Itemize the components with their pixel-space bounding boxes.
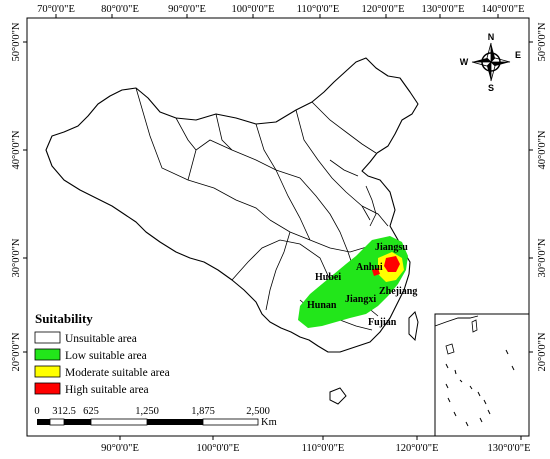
compass-west-label: W	[460, 57, 469, 67]
left-tick-label: 30°0'0"N	[11, 238, 22, 277]
top-tick-label: 100°0'0"E	[231, 4, 274, 15]
top-tick-label: 80°0'0"E	[101, 4, 139, 15]
left-tick-label: 40°0'0"N	[11, 130, 22, 169]
legend-label-unsuitable: Unsuitable area	[65, 333, 137, 345]
bottom-tick-label: 110°0'0"E	[302, 443, 345, 454]
frame-ticks	[23, 14, 533, 440]
compass-north-label: N	[488, 32, 495, 42]
province-label-zhejiang: Zhejiang	[379, 286, 417, 297]
left-tick-label: 20°0'0"N	[11, 332, 22, 371]
legend-label-low: Low suitable area	[65, 350, 147, 362]
low-suitable-patch	[330, 270, 348, 290]
province-label-hunan: Hunan	[307, 300, 337, 311]
high-suitable-patch	[384, 256, 400, 272]
right-axis-labels: 50°0'0"N 40°0'0"N 30°0'0"N 20°0'0"N	[537, 22, 548, 371]
legend-label-high: High suitable area	[65, 384, 149, 396]
compass-rose: N S E W	[460, 32, 521, 93]
bottom-tick-label: 100°0'0"E	[196, 443, 239, 454]
scale-segment	[49, 418, 65, 426]
right-tick-label: 40°0'0"N	[537, 130, 548, 169]
scale-label: 625	[83, 406, 99, 417]
scale-label: 0	[34, 406, 39, 417]
scale-segment	[37, 419, 50, 425]
top-tick-label: 130°0'0"E	[421, 4, 464, 15]
legend-swatch-high	[34, 382, 61, 395]
top-tick-label: 110°0'0"E	[297, 4, 340, 15]
top-tick-label: 120°0'0"E	[361, 4, 404, 15]
hainan-island	[329, 387, 347, 405]
legend-swatch-low	[34, 348, 61, 361]
inset-coastline	[434, 315, 479, 327]
legend-title: Suitability	[35, 311, 93, 326]
top-axis-labels: 70°0'0"E 80°0'0"E 90°0'0"E 100°0'0"E 110…	[37, 4, 524, 15]
inset-frame	[434, 313, 530, 437]
inset-island	[445, 343, 455, 355]
left-axis-labels: 50°0'0"N 40°0'0"N 30°0'0"N 20°0'0"N	[11, 22, 22, 371]
legend: Suitability Unsuitable area Low suitable…	[34, 311, 170, 396]
south-china-sea-inset	[434, 313, 530, 437]
scale-label: 2,500	[246, 406, 270, 417]
scale-segment	[64, 419, 91, 425]
bottom-tick-label: 90°0'0"E	[101, 443, 139, 454]
bottom-tick-label: 120°0'0"E	[395, 443, 438, 454]
high-suitable-patch	[372, 268, 380, 276]
top-tick-label: 140°0'0"E	[481, 4, 524, 15]
province-label-anhui: Anhui	[356, 262, 383, 273]
low-suitable-patch	[306, 290, 324, 312]
compass-east-label: E	[515, 50, 521, 60]
left-tick-label: 50°0'0"N	[11, 22, 22, 61]
scale-label: 1,250	[135, 406, 159, 417]
legend-swatch-unsuitable	[34, 331, 61, 344]
province-labels: Jiangsu Anhui Hubei Hunan Jiangxi Zhejia…	[307, 242, 417, 328]
province-label-jiangxi: Jiangxi	[345, 294, 376, 305]
right-tick-label: 50°0'0"N	[537, 22, 548, 61]
taiwan-island	[408, 311, 419, 342]
bottom-axis-labels: 90°0'0"E 100°0'0"E 110°0'0"E 120°0'0"E 1…	[101, 443, 530, 454]
china-outline	[45, 57, 419, 353]
scale-label: 1,875	[191, 406, 215, 417]
province-label-jiangsu: Jiangsu	[375, 242, 408, 253]
bottom-tick-label: 130°0'0"E	[487, 443, 530, 454]
scale-segment	[202, 418, 259, 426]
top-tick-label: 70°0'0"E	[37, 4, 75, 15]
province-label-fujian: Fujian	[368, 317, 397, 328]
top-tick-label: 90°0'0"E	[168, 4, 206, 15]
scale-segment	[147, 419, 203, 425]
inset-taiwan	[471, 319, 478, 333]
right-tick-label: 20°0'0"N	[537, 332, 548, 371]
scale-segment	[90, 418, 148, 426]
scale-unit: Km	[261, 417, 277, 428]
province-label-hubei: Hubei	[315, 272, 341, 283]
compass-south-label: S	[488, 83, 494, 93]
legend-swatch-moderate	[34, 365, 61, 378]
inset-islets	[445, 349, 515, 427]
scale-bar: 0 312.5 625 1,250 1,875 2,500 Km	[34, 406, 276, 428]
right-tick-label: 30°0'0"N	[537, 238, 548, 277]
legend-label-moderate: Moderate suitable area	[65, 367, 170, 379]
map-frame	[26, 17, 530, 437]
scale-label: 312.5	[52, 406, 76, 417]
